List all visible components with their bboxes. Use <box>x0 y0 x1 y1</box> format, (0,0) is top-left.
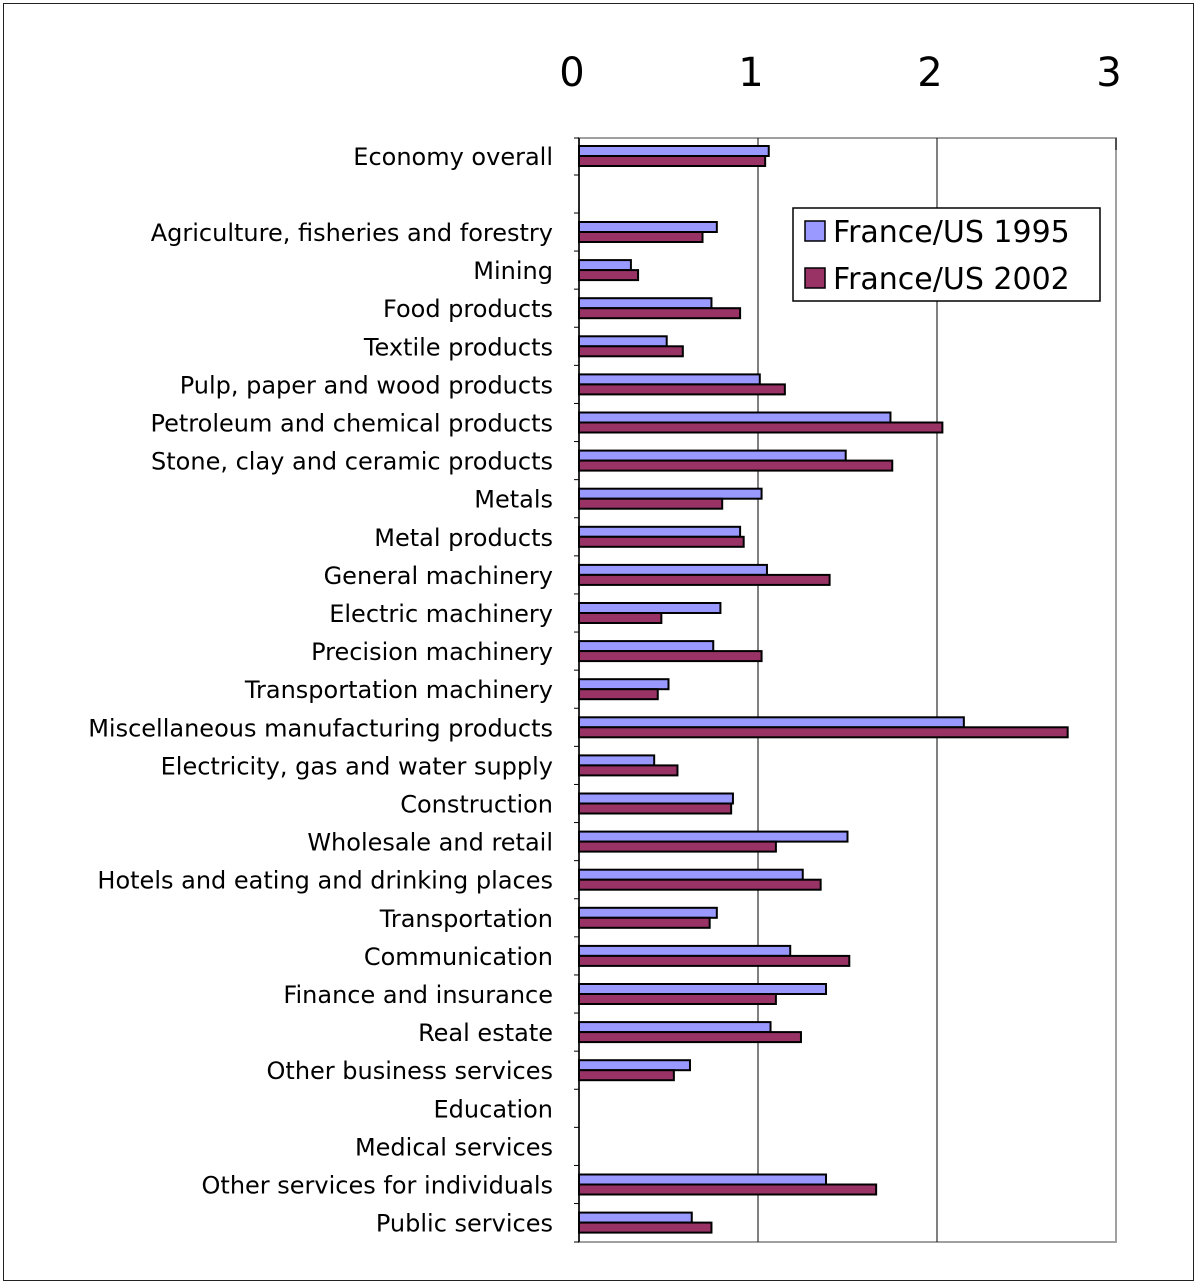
bar-series1 <box>578 563 768 576</box>
bar-series2 <box>578 269 640 282</box>
bar-series1 <box>578 640 715 653</box>
bar-series1 <box>578 944 792 957</box>
category-label: Transportation <box>379 905 553 933</box>
bar-series1 <box>578 678 670 691</box>
bar-series1 <box>578 1173 828 1186</box>
x-tick-label: 2 <box>917 50 942 96</box>
bar-series2 <box>578 726 1069 739</box>
category-label: Real estate <box>418 1019 553 1047</box>
bar-series1 <box>578 906 718 919</box>
bar-series1 <box>578 449 847 462</box>
bar-series1 <box>578 297 713 310</box>
bar-series2 <box>578 535 745 548</box>
legend-swatch <box>804 220 826 242</box>
category-label: Electricity, gas and water supply <box>161 752 553 780</box>
category-label: Medical services <box>355 1133 553 1161</box>
bar-series1 <box>578 1021 772 1034</box>
bar-series1 <box>578 411 892 424</box>
category-label: Metal products <box>374 524 553 552</box>
bar-series1 <box>578 1211 693 1224</box>
bar-series1 <box>578 259 632 272</box>
legend-box <box>792 207 1101 302</box>
bar-series1 <box>578 754 656 767</box>
bar-series2 <box>578 878 822 891</box>
category-label: Electric machinery <box>329 600 553 628</box>
bar-series1 <box>578 602 722 614</box>
bar-series1 <box>578 335 668 348</box>
category-label: Stone, clay and ceramic products <box>151 448 553 476</box>
category-label: Wholesale and retail <box>307 829 553 857</box>
bar-series1 <box>578 1059 691 1072</box>
bar-series2 <box>578 307 742 320</box>
category-label: Metals <box>474 486 553 514</box>
bar-series1 <box>578 373 761 386</box>
category-label: Petroleum and chemical products <box>151 410 553 438</box>
category-label: Precision machinery <box>311 638 553 666</box>
bar-series2 <box>578 840 777 853</box>
category-label: Other services for individuals <box>202 1172 553 1200</box>
category-label: Pulp, paper and wood products <box>180 371 553 399</box>
bar-series1 <box>578 525 742 538</box>
category-label: Economy overall <box>353 143 553 171</box>
bar-series1 <box>578 487 763 500</box>
bar-series2 <box>578 954 851 967</box>
bar-series2 <box>578 1221 713 1234</box>
bar-series2 <box>578 345 684 358</box>
bar-series2 <box>578 1031 802 1044</box>
bar-series1 <box>578 792 734 805</box>
legend-label: France/US 1995 <box>833 215 1070 250</box>
category-label: Finance and insurance <box>283 981 553 1009</box>
x-tick-label: 0 <box>559 50 584 96</box>
bar-series2 <box>578 1183 878 1196</box>
x-tick-label: 1 <box>738 50 763 96</box>
bar-series1 <box>578 221 718 233</box>
category-label: Miscellaneous manufacturing products <box>88 714 553 742</box>
bar-series1 <box>578 716 965 729</box>
category-label: Other business services <box>267 1057 553 1085</box>
category-label: Textile products <box>363 333 553 361</box>
category-label: Food products <box>383 295 553 323</box>
category-label: Education <box>434 1095 553 1123</box>
bar-series2 <box>578 421 944 434</box>
category-label: Transportation machinery <box>244 676 553 704</box>
legend-label: France/US 2002 <box>833 262 1070 297</box>
bar-series2 <box>578 916 711 929</box>
category-label: Mining <box>473 257 553 285</box>
bar-series1 <box>578 145 770 157</box>
category-label: Agriculture, fisheries and forestry <box>151 219 553 247</box>
bar-series2 <box>578 802 733 815</box>
legend-swatch <box>804 267 826 289</box>
bar-series2 <box>578 1069 675 1082</box>
bar-series2 <box>578 383 786 396</box>
bar-series2 <box>578 688 659 701</box>
bar-series1 <box>578 868 804 881</box>
category-label: Construction <box>400 791 553 819</box>
bar-series2 <box>578 573 831 586</box>
bar-series2 <box>578 231 704 243</box>
category-label: General machinery <box>324 562 553 590</box>
bar-series1 <box>578 983 828 995</box>
bar-series2 <box>578 497 724 510</box>
bar-series2 <box>578 650 763 663</box>
bar-series1 <box>578 830 849 843</box>
bar-series2 <box>578 155 767 167</box>
x-tick-label: 3 <box>1096 50 1121 96</box>
bar-series2 <box>578 993 777 1005</box>
bar-series2 <box>578 612 663 624</box>
bar-series2 <box>578 459 894 472</box>
category-label: Hotels and eating and drinking places <box>97 867 553 895</box>
category-label: Public services <box>376 1210 553 1238</box>
category-label: Communication <box>364 943 553 971</box>
bar-series2 <box>578 764 679 777</box>
